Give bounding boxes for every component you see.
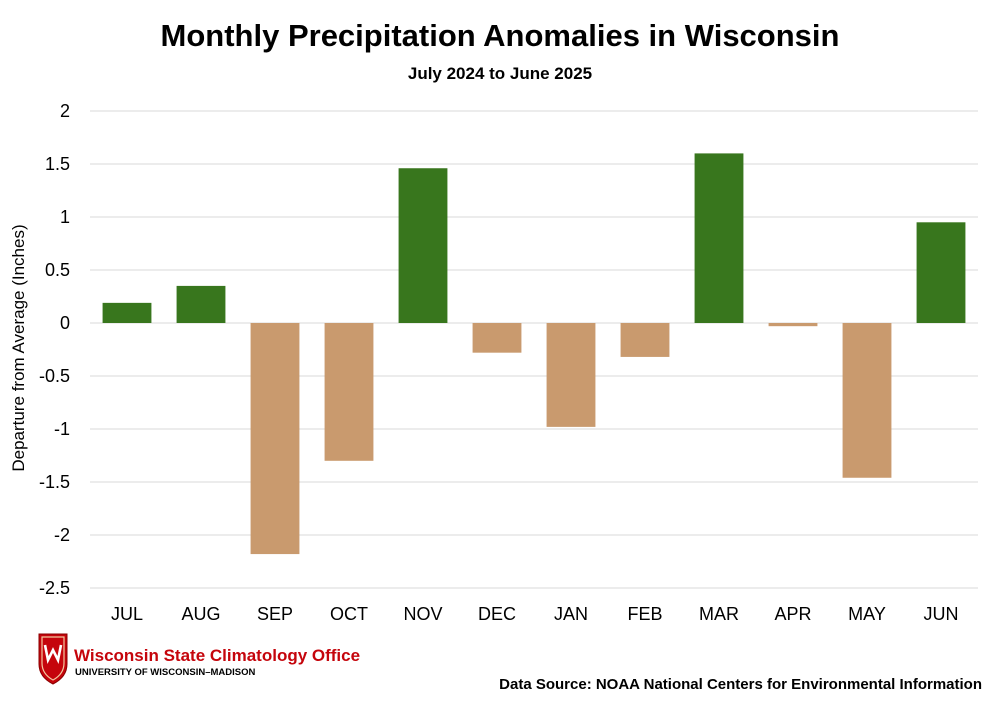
- x-tick-label: APR: [774, 604, 811, 624]
- logo-name: Wisconsin State Climatology Office: [74, 646, 360, 665]
- y-tick-label: -1: [54, 419, 70, 439]
- bar-jan: [546, 323, 596, 427]
- bar-dec: [472, 323, 522, 353]
- bar-jul: [102, 302, 152, 323]
- x-tick-labels: JUL AUG SEP OCT NOV DEC JAN FEB MAR APR MAY JUN: [111, 604, 959, 624]
- bar-feb: [620, 323, 670, 357]
- x-tick-label: DEC: [478, 604, 516, 624]
- bar-nov: [398, 168, 448, 323]
- uw-crest-icon: [38, 633, 68, 685]
- data-source-note: Data Source: NOAA National Centers for E…: [499, 676, 982, 693]
- x-tick-label: MAY: [848, 604, 886, 624]
- x-tick-label: JUN: [924, 604, 959, 624]
- logo: Wisconsin State Climatology Office UNIVE…: [38, 633, 360, 685]
- logo-subname: UNIVERSITY OF WISCONSIN–MADISON: [75, 667, 255, 678]
- chart-title: Monthly Precipitation Anomalies in Wisco…: [161, 18, 840, 53]
- x-tick-label: MAR: [699, 604, 739, 624]
- bars: [102, 153, 966, 555]
- x-tick-label: FEB: [627, 604, 662, 624]
- bar-oct: [324, 323, 374, 461]
- bar-may: [842, 323, 892, 478]
- y-tick-labels: 2 1.5 1 0.5 0 -0.5 -1 -1.5 -2 -2.5: [39, 101, 70, 598]
- y-tick-label: 0: [60, 313, 70, 333]
- x-tick-label: NOV: [403, 604, 442, 624]
- y-axis-label: Departure from Average (Inches): [9, 224, 28, 471]
- bar-mar: [694, 153, 744, 323]
- x-tick-label: AUG: [181, 604, 220, 624]
- x-tick-label: SEP: [257, 604, 293, 624]
- x-tick-label: JAN: [554, 604, 588, 624]
- gridlines: [90, 110, 978, 589]
- bar-jun: [916, 222, 966, 323]
- y-tick-label: 0.5: [45, 260, 70, 280]
- y-tick-label: 1.5: [45, 154, 70, 174]
- y-tick-label: -2: [54, 525, 70, 545]
- bar-sep: [250, 323, 300, 555]
- y-tick-label: -1.5: [39, 472, 70, 492]
- bar-apr: [768, 323, 818, 327]
- y-tick-label: -0.5: [39, 366, 70, 386]
- y-tick-label: -2.5: [39, 578, 70, 598]
- x-tick-label: OCT: [330, 604, 368, 624]
- chart-subtitle: July 2024 to June 2025: [408, 64, 592, 83]
- y-tick-label: 1: [60, 207, 70, 227]
- bar-aug: [176, 285, 226, 323]
- x-tick-label: JUL: [111, 604, 143, 624]
- y-tick-label: 2: [60, 101, 70, 121]
